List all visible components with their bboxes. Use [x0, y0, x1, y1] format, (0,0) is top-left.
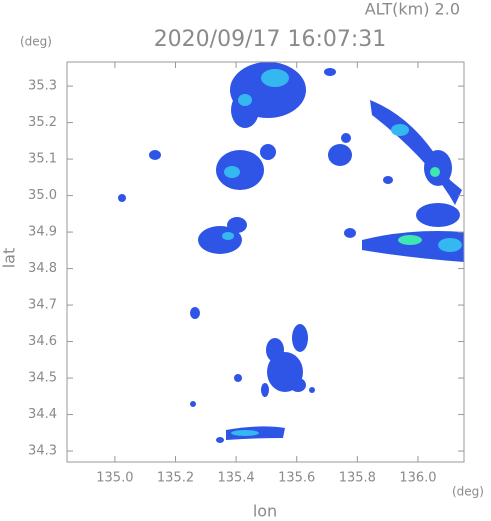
x-label: lon [253, 502, 277, 521]
x-tick-label: 135.2 [157, 471, 194, 486]
radar-echoes [118, 62, 464, 443]
x-tick-label: 135.0 [96, 471, 133, 486]
y-tick-label: 35.3 [28, 79, 57, 94]
y-tick-label: 34.9 [28, 225, 57, 240]
x-tick-label: 135.8 [339, 471, 376, 486]
y-tick-label: 34.7 [28, 298, 57, 313]
y-tick-label: 34.6 [28, 334, 57, 349]
y-tick-label: 35.0 [28, 188, 57, 203]
x-tick-label: 136.0 [399, 471, 436, 486]
y-unit: (deg) [20, 35, 52, 49]
y-tick-label: 34.5 [28, 371, 57, 386]
altitude-label: ALT(km) 2.0 [365, 0, 460, 19]
y-tick-label: 35.1 [28, 152, 57, 167]
y-tick-label: 35.2 [28, 115, 57, 130]
y-label: lat [0, 248, 19, 269]
x-tick-label: 135.4 [217, 471, 254, 486]
plot-frame [66, 61, 465, 463]
y-tick-label: 34.8 [28, 261, 57, 276]
y-tick-label: 34.3 [28, 444, 57, 459]
x-tick-label: 135.6 [278, 471, 315, 486]
x-unit: (deg) [452, 485, 484, 499]
y-tick-label: 34.4 [28, 407, 57, 422]
chart-title: 2020/09/17 16:07:31 [154, 27, 387, 52]
